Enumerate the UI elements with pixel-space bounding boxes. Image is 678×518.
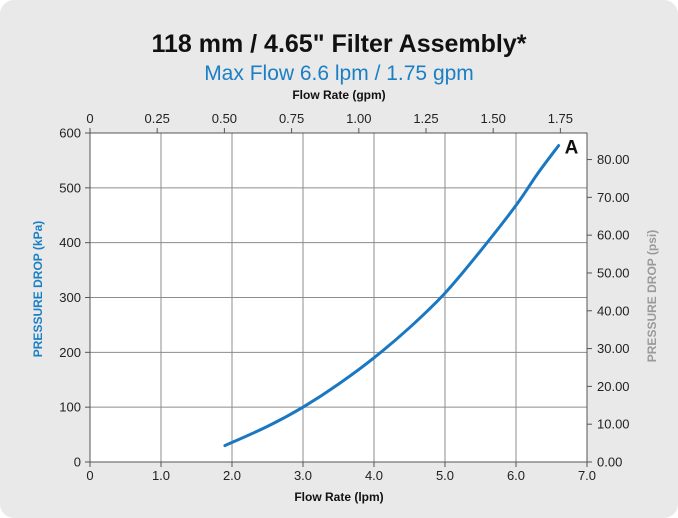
y2-tick-label: 0.00 <box>597 455 622 470</box>
y2-tick-label: 30.00 <box>597 341 630 356</box>
y-tick-label: 600 <box>59 126 81 141</box>
x-tick-label: 2.0 <box>223 468 241 483</box>
x2-tick-label: 1.25 <box>413 111 438 126</box>
x2-tick-label: 1.00 <box>346 111 371 126</box>
x2-tick-label: 0 <box>86 111 93 126</box>
y-tick-label: 0 <box>74 455 81 470</box>
chart-title: 118 mm / 4.65" Filter Assembly* <box>151 30 526 58</box>
x-tick-label: 5.0 <box>436 468 454 483</box>
y-tick-label: 400 <box>59 235 81 250</box>
x-tick-label: 0 <box>86 468 93 483</box>
x-tick-label: 7.0 <box>578 468 596 483</box>
x-tick-label: 6.0 <box>507 468 525 483</box>
y2-tick-label: 40.00 <box>597 303 630 318</box>
top-axis-title: Flow Rate (gpm) <box>292 88 385 102</box>
curve-label: A <box>565 138 579 159</box>
right-axis-title: PRESSURE DROP (psi) <box>645 230 659 362</box>
y-tick-label: 200 <box>59 345 81 360</box>
x2-tick-label: 0.75 <box>279 111 304 126</box>
x-tick-label: 4.0 <box>365 468 383 483</box>
y2-tick-label: 10.00 <box>597 417 630 432</box>
y2-tick-label: 20.00 <box>597 379 630 394</box>
y-tick-label: 300 <box>59 290 81 305</box>
y-tick-label: 100 <box>59 400 81 415</box>
y-tick-label: 500 <box>59 180 81 195</box>
chart-subtitle: Max Flow 6.6 lpm / 1.75 gpm <box>204 62 474 85</box>
y2-tick-label: 80.00 <box>597 152 630 167</box>
left-axis-title: PRESSURE DROP (kPa) <box>31 221 45 357</box>
x2-tick-label: 1.75 <box>548 111 573 126</box>
y2-tick-label: 60.00 <box>597 228 630 243</box>
y2-tick-label: 70.00 <box>597 190 630 205</box>
plot-area: 0 1.0 2.0 3.0 4.0 5.0 6.0 7.0 0 100 200 300 400 500 60… <box>59 111 629 483</box>
x-tick-label: 1.0 <box>152 468 170 483</box>
x2-tick-label: 0.25 <box>145 111 170 126</box>
series-line-a <box>223 144 561 448</box>
x2-tick-label: 0.50 <box>212 111 237 126</box>
x-tick-label: 3.0 <box>294 468 312 483</box>
x2-tick-label: 1.50 <box>481 111 506 126</box>
plot-frame <box>89 132 588 463</box>
bottom-axis-title: Flow Rate (lpm) <box>294 490 383 504</box>
y2-tick-label: 50.00 <box>597 265 630 280</box>
